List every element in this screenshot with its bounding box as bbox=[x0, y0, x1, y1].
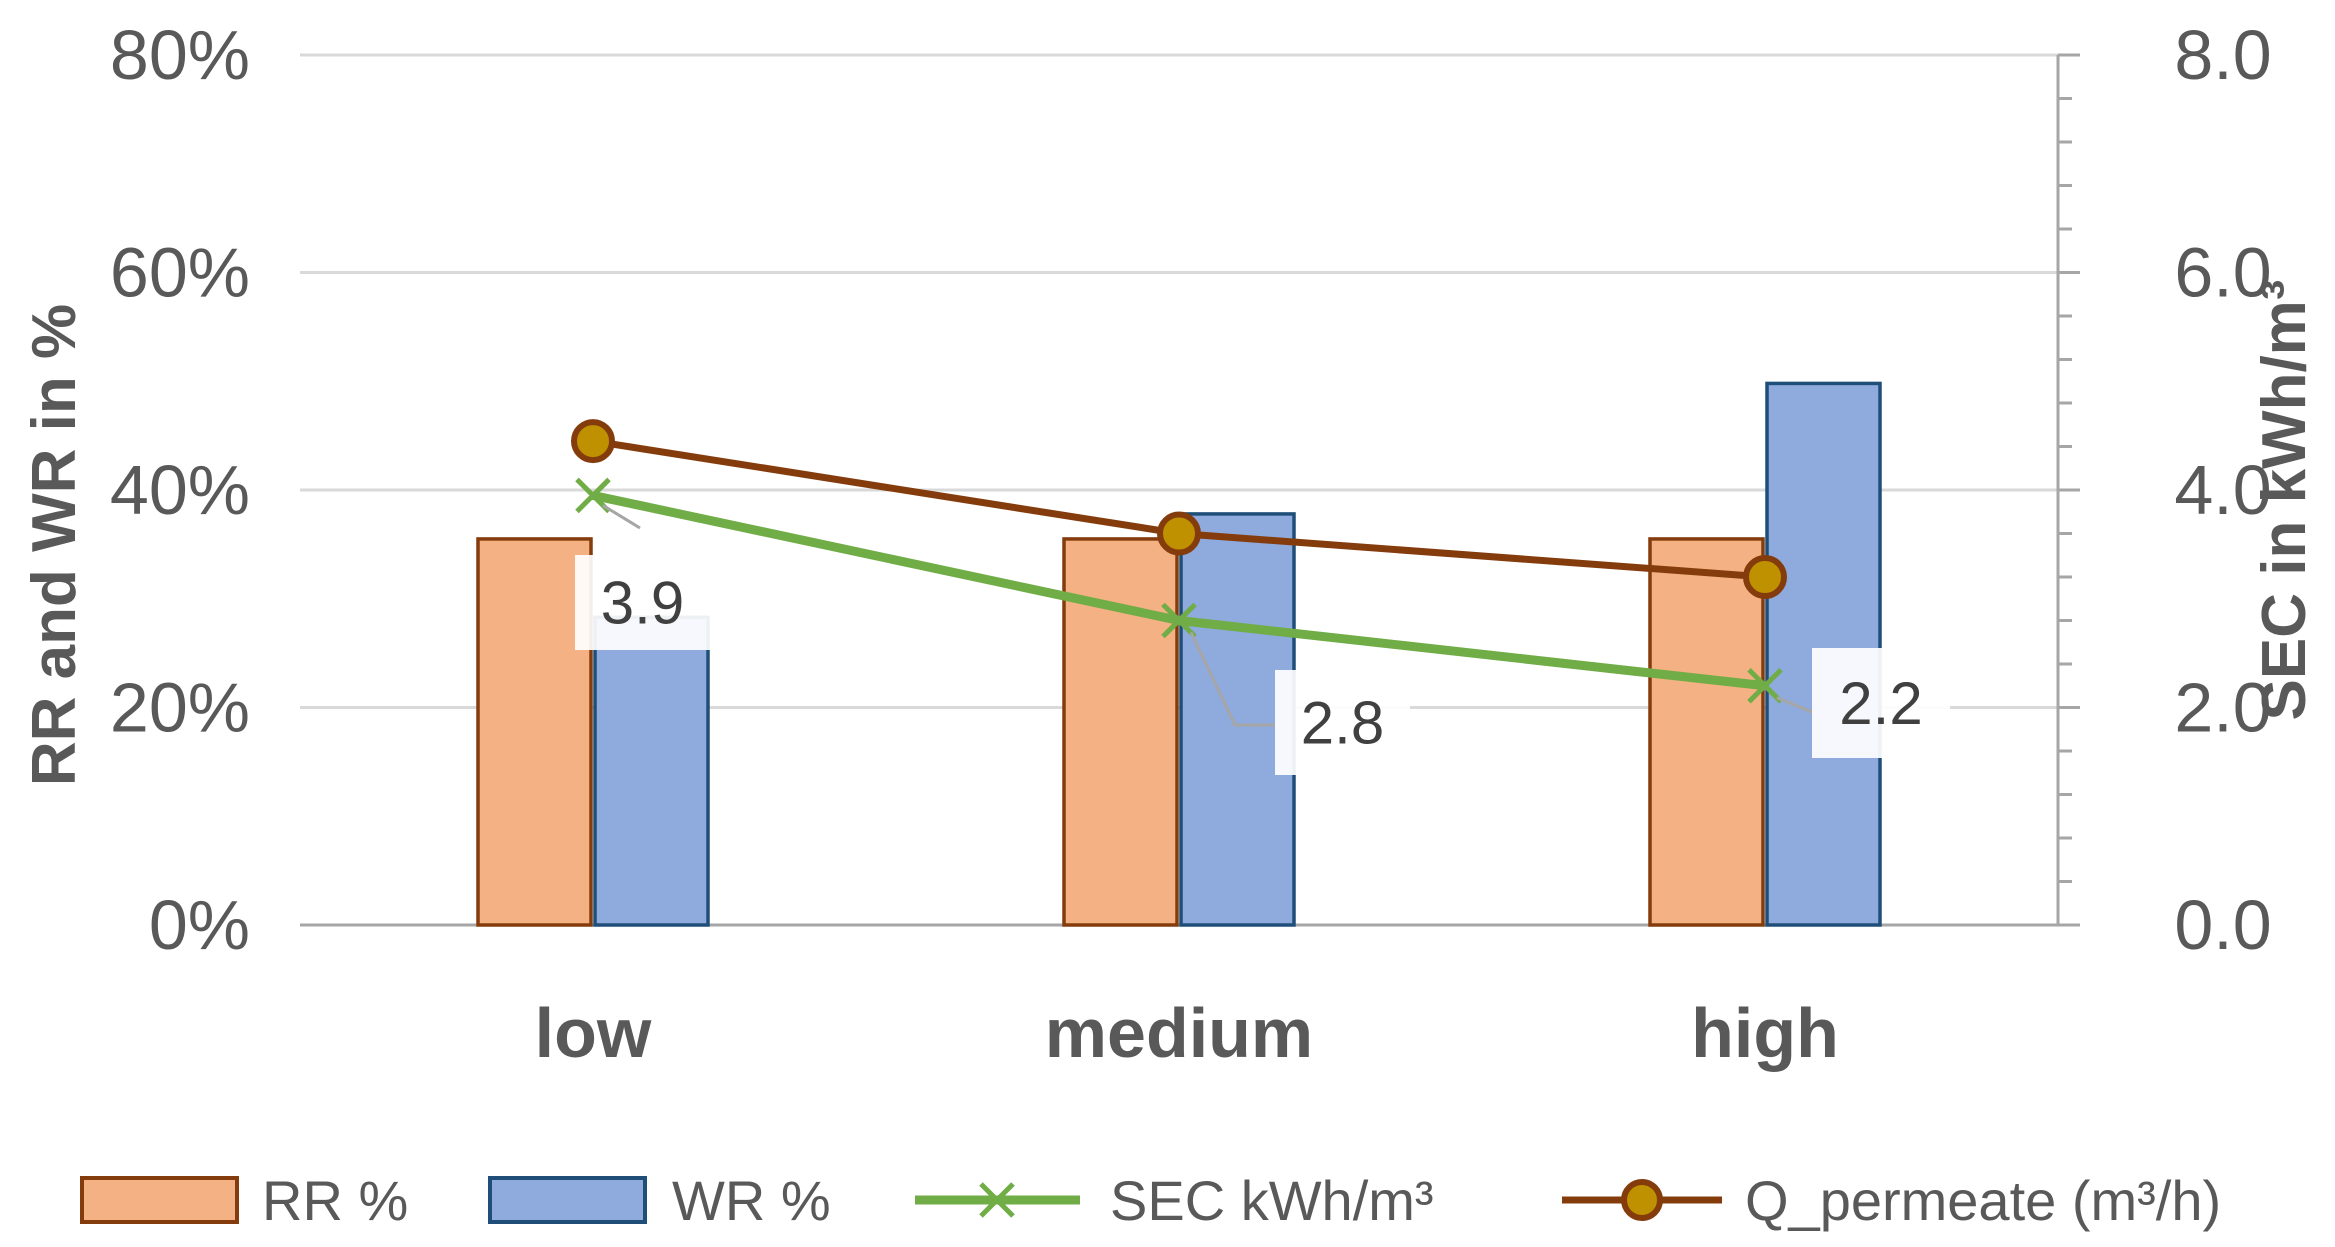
x-tick-label: high bbox=[1691, 994, 1839, 1072]
marker-q-permeate bbox=[1157, 511, 1201, 556]
data-label-leader bbox=[1776, 696, 1813, 714]
marker-sec bbox=[1747, 667, 1783, 704]
legend-label-rr: RR % bbox=[262, 1169, 408, 1232]
data-label-leader bbox=[1189, 631, 1275, 727]
y-tick-label-right: 4.0 bbox=[2174, 451, 2271, 529]
gridlines bbox=[300, 53, 2058, 709]
line-q-permeate bbox=[592, 437, 1766, 581]
data-label-box bbox=[1275, 670, 1410, 775]
legend-marker-sec bbox=[979, 1182, 1015, 1218]
marker-q-permeate bbox=[571, 419, 615, 464]
legend-marker-q bbox=[1621, 1179, 1663, 1221]
y-axis-title-left: RR and WR in % bbox=[20, 304, 89, 786]
y-tick-label-right: 8.0 bbox=[2174, 16, 2271, 94]
y-axis-title-right: SEC in kWh/m³ bbox=[2250, 280, 2319, 721]
data-label-box bbox=[575, 555, 710, 650]
legend-label-q: Q_permeate (m³/h) bbox=[1745, 1169, 2221, 1232]
y-tick-label-left: 40% bbox=[110, 451, 250, 529]
x-tick-label: low bbox=[535, 994, 652, 1072]
y-tick-label-left: 0% bbox=[149, 886, 250, 964]
y-tick-label-left: 20% bbox=[110, 669, 250, 747]
axes bbox=[300, 53, 2080, 927]
bar-wr bbox=[593, 615, 710, 927]
bar-rr bbox=[1648, 537, 1765, 927]
y-tick-label-right: 2.0 bbox=[2174, 669, 2271, 747]
legend-swatch-rr bbox=[80, 1176, 239, 1224]
data-labels: 3.9 2.8 2.2 bbox=[575, 504, 1950, 775]
bar-rr bbox=[476, 537, 593, 927]
x-tick-label: medium bbox=[1045, 994, 1313, 1072]
y-tick-label-left: 60% bbox=[110, 234, 250, 312]
data-label-box bbox=[1812, 648, 1950, 758]
data-label-sec: 3.9 bbox=[601, 570, 684, 637]
marker-sec bbox=[1161, 602, 1197, 639]
tick-labels: 0% 20% 40% 60% 80% 0.0 2.0 4.0 6.0 8.0 low medium hi… bbox=[110, 16, 2272, 1072]
data-label-leader bbox=[602, 504, 641, 530]
lines bbox=[571, 419, 1787, 704]
y-tick-label-left: 80% bbox=[110, 16, 250, 94]
bars bbox=[476, 381, 1882, 927]
legend: RR % WR % SEC kWh/m³ Q_permeate (m³/h) bbox=[80, 1169, 2221, 1232]
legend-swatch-wr bbox=[488, 1176, 647, 1224]
data-label-sec: 2.8 bbox=[1301, 690, 1384, 757]
y-tick-label-right: 0.0 bbox=[2174, 886, 2271, 964]
legend-label-sec: SEC kWh/m³ bbox=[1110, 1169, 1434, 1232]
legend-label-wr: WR % bbox=[672, 1169, 831, 1232]
y-tick-label-right: 6.0 bbox=[2174, 234, 2271, 312]
marker-q-permeate bbox=[1743, 555, 1787, 599]
data-label-sec: 2.2 bbox=[1839, 670, 1922, 737]
